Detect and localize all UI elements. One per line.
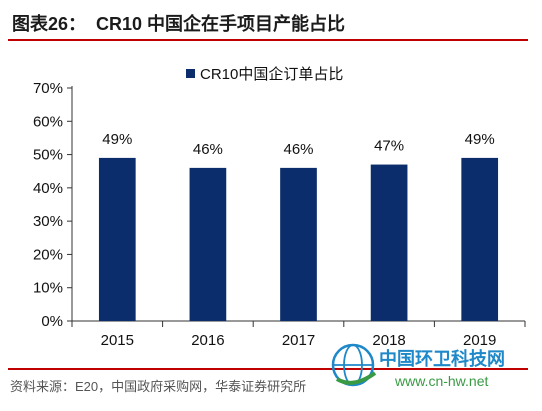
y-tick-label: 20%	[33, 246, 63, 263]
y-tick-label: 10%	[33, 280, 63, 297]
legend-label: CR10中国企订单占比	[200, 65, 343, 83]
bar	[461, 157, 499, 321]
data-label: 47%	[374, 138, 404, 155]
figure-label: 图表26：	[12, 14, 87, 34]
x-tick-label: 2016	[191, 332, 224, 349]
bar	[98, 157, 136, 321]
x-tick-label: 2019	[463, 332, 496, 349]
chart-title: CR10 中国企在手项目产能占比	[96, 14, 346, 34]
y-tick-label: 0%	[41, 313, 63, 330]
y-tick-label: 60%	[33, 113, 63, 130]
globe-logo-icon	[331, 343, 377, 387]
data-label: 49%	[102, 131, 132, 148]
legend-swatch	[186, 69, 195, 78]
watermark-title: 中国环卫科技网	[379, 349, 505, 369]
bar	[280, 167, 317, 321]
data-label: 46%	[193, 141, 223, 158]
data-label: 46%	[283, 141, 313, 158]
x-tick-label: 2018	[372, 332, 405, 349]
watermark: 中国环卫科技网 www.cn-hw.net	[327, 339, 532, 399]
header-divider	[8, 39, 528, 41]
x-tick-label: 2017	[282, 332, 315, 349]
source-divider	[8, 368, 528, 370]
x-tick-label: 2015	[101, 332, 134, 349]
source-note: 资料来源：E20，中国政府采购网，华泰证券研究所	[10, 379, 307, 394]
bar	[370, 164, 408, 321]
watermark-url: www.cn-hw.net	[395, 373, 489, 389]
data-label: 49%	[465, 131, 495, 148]
bar	[189, 167, 227, 321]
y-tick-label: 30%	[33, 213, 63, 230]
figure-header: 图表26： CR10 中国企在手项目产能占比	[12, 8, 528, 38]
y-tick-label: 70%	[33, 80, 63, 97]
y-tick-label: 40%	[33, 180, 63, 197]
y-tick-label: 50%	[33, 147, 63, 164]
